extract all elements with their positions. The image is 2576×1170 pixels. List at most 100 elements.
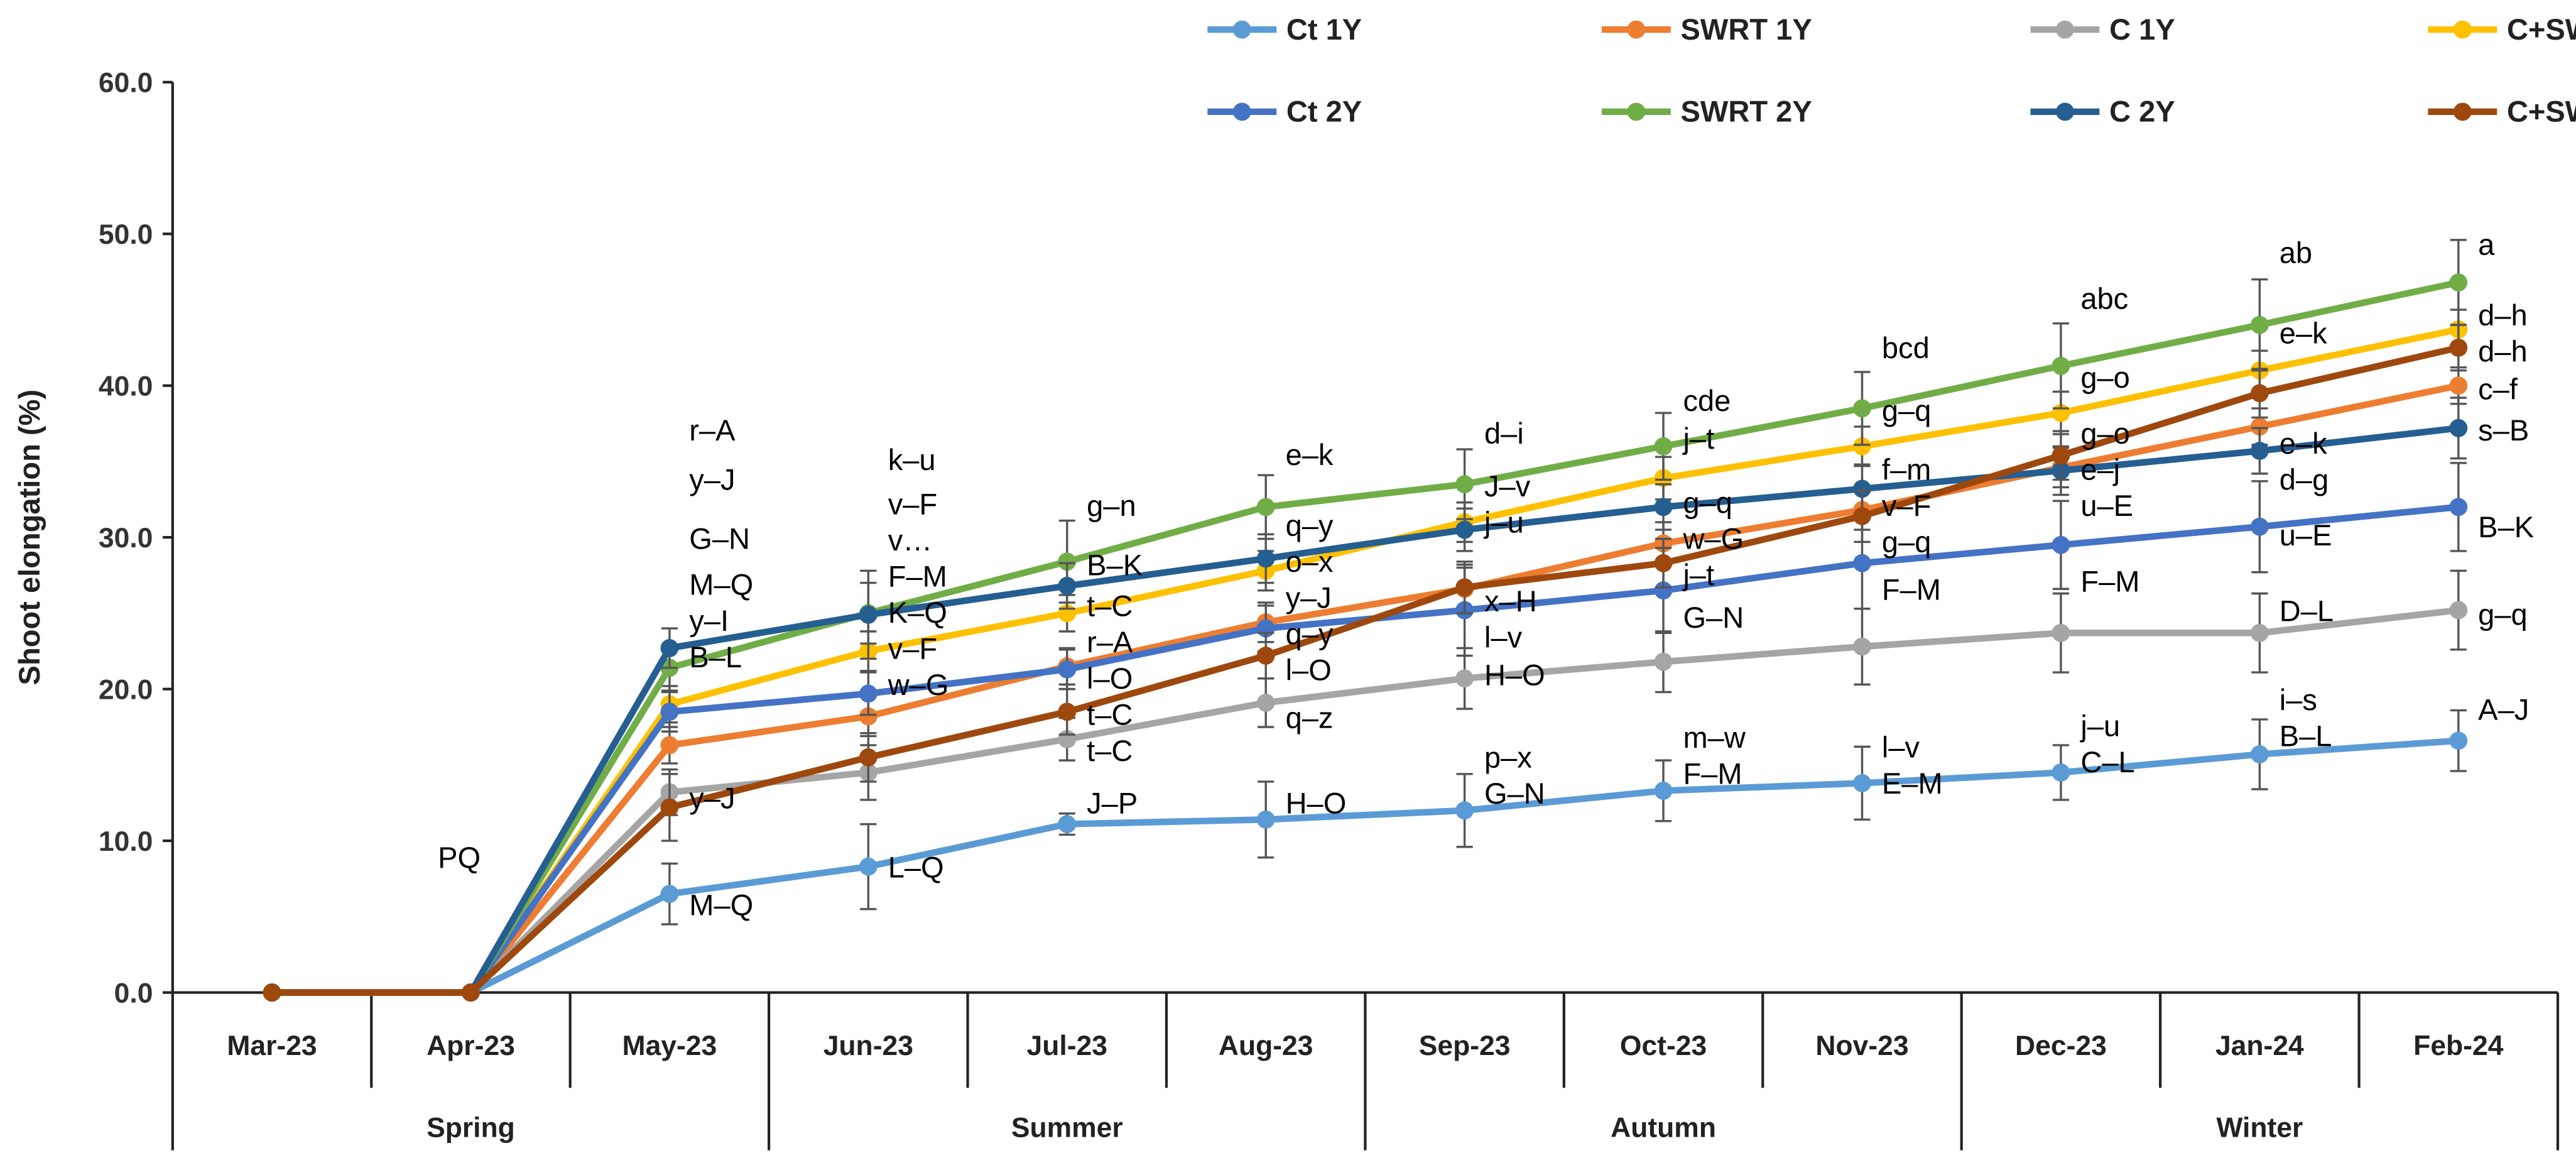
significance-letter: j–u [2079,709,2120,743]
significance-letter: r–A [689,413,736,447]
significance-letter: q–y [1286,617,1334,650]
data-point [1058,660,1077,679]
significance-letter: d–h [2478,298,2528,332]
significance-letter: K–Q [888,596,947,629]
data-point [2449,498,2468,517]
significance-letter: y–J [689,782,735,815]
season-label: Autumn [1611,1113,1716,1144]
data-point [2250,517,2269,536]
y-tick-label: 40.0 [99,371,153,402]
data-point [1256,693,1275,712]
data-point [1654,437,1673,456]
season-label: Winter [2216,1113,2303,1144]
legend-label: Ct 2Y [1286,95,1362,128]
legend-marker [1232,20,1251,39]
significance-letter: l–O [1087,662,1133,695]
data-point [1853,399,1871,418]
data-point [1058,577,1077,595]
data-point [1256,498,1275,517]
significance-letter: J–P [1087,787,1138,820]
data-point [660,703,679,721]
significance-letter: B–K [2478,510,2534,544]
significance-letter: g–q [1882,525,1932,559]
data-point [1654,652,1673,671]
data-point [1058,703,1077,721]
significance-letter: j–t [1682,422,1714,455]
series-line [272,279,2459,996]
legend-item: C 2Y [2030,95,2175,128]
legend-marker [2453,102,2472,121]
significance-letter: abc [2080,282,2128,315]
data-point [2250,417,2269,436]
significance-letter: l–v [1882,731,1920,764]
x-tick-label: Dec-23 [2015,1031,2107,1061]
x-tick-label: Mar-23 [227,1031,317,1061]
significance-letter: J–v [1484,469,1531,503]
data-point [1455,669,1474,688]
significance-letter: H–O [1484,659,1545,692]
significance-letter: bcd [1882,331,1930,364]
data-point [1654,498,1673,517]
legend-item: Ct 2Y [1207,95,1362,128]
data-point [1256,810,1275,829]
series-line [272,606,2459,996]
legend-item: C 1Y [2030,13,2175,46]
significance-letter: L–Q [888,851,944,884]
series-c-swrt-2y [263,324,2468,1002]
data-point [2449,601,2468,620]
significance-letter: F–M [1683,757,1742,790]
significance-letter: t–C [1087,589,1133,623]
legend-label: C 2Y [2109,95,2175,128]
data-point [2250,623,2269,642]
significance-letter: D–L [2280,594,2334,628]
significance-letter: r–A [1087,625,1133,659]
significance-letter: y–I [689,604,729,637]
significance-letter: p–x [1484,740,1532,774]
significance-letter: q–y [1286,509,1334,542]
significance-letter: y–J [689,462,735,496]
significance-letter: B–L [689,640,742,674]
significance-letter: t–C [1087,697,1133,731]
significance-letter: F–M [2080,564,2139,598]
significance-letter: s–B [2478,413,2529,447]
data-point [2052,623,2070,642]
data-point [1853,506,1871,525]
y-tick-label: 20.0 [99,674,153,705]
series-group [263,239,2468,1002]
data-point [263,983,281,1002]
significance-letter: v–F [888,632,937,665]
legend-label: C+SWRT 2Y [2507,95,2576,128]
data-point [2449,273,2468,292]
data-point [2449,376,2468,395]
legend-item: SWRT 2Y [1601,95,1812,128]
y-tick-label: 10.0 [99,826,153,857]
data-point [1058,815,1077,833]
data-point [1853,437,1871,456]
series-line [272,737,2459,996]
data-point [859,605,878,624]
significance-letter: G–N [1683,601,1744,634]
legend-item: SWRT 1Y [1601,13,1812,46]
significance-letter: H–O [1286,787,1347,820]
significance-letter: l–v [1484,620,1523,653]
data-point [2250,442,2269,460]
data-point [660,736,679,755]
legend-label: SWRT 1Y [1681,13,1812,46]
significance-letter: j–u [1483,505,1524,539]
significance-letter: t–C [1087,734,1133,767]
significance-letter: g–o [2080,417,2130,450]
significance-letter: e–j [2080,453,2120,486]
y-tick-label: 30.0 [99,523,153,554]
significance-letter: A–J [2478,692,2529,726]
significance-letter: u–E [2280,518,2332,552]
significance-letters: PQr–Ay–JG–NM–Qy–IB–Ly–JM–Qk–uv–Fv…F–MK–Q… [438,227,2534,921]
significance-letter: E–M [1882,767,1943,800]
significance-letter: w–G [888,668,949,701]
series-ct-1y [263,709,2468,1002]
significance-letter: g–q [1882,393,1932,427]
significance-letter: l–O [1286,653,1332,687]
significance-letter: w–G [1682,522,1744,555]
data-point [2250,315,2269,334]
significance-letter: q–z [1286,701,1334,735]
